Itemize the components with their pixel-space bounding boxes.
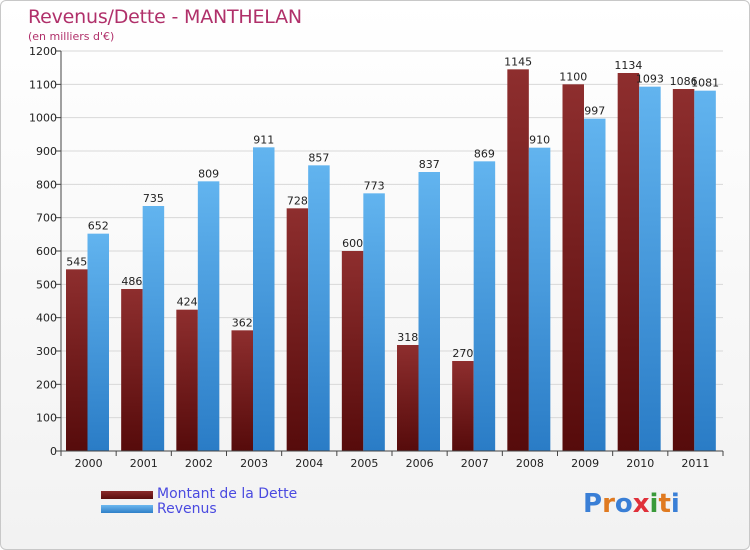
value-label-dette-2010: 1134 [614, 59, 642, 72]
bar-revenus-2010 [639, 86, 661, 452]
value-label-dette-2008: 1145 [504, 55, 532, 68]
proxiti-logo: Proxiti [583, 489, 680, 519]
value-label-dette-2007: 270 [452, 347, 473, 360]
x-tick-label-2009: 2009 [571, 457, 599, 470]
value-label-dette-2009: 1100 [559, 70, 587, 83]
y-tick-label: 600 [36, 245, 57, 258]
y-axis: 0 100 200 300 400 500 600 700 800 900 1000 1100 1200 [29, 45, 62, 458]
value-label-dette-2005: 600 [342, 237, 363, 250]
bar-revenus-2008 [528, 147, 551, 451]
bar-revenus-2000 [87, 233, 109, 451]
value-label-revenus-2005: 773 [364, 179, 385, 192]
value-label-revenus-2011: 1081 [691, 77, 719, 90]
x-tick-label-2003: 2003 [240, 457, 268, 470]
chart-subtitle: (en milliers d'€) [28, 30, 115, 43]
y-tick-label: 100 [36, 412, 57, 425]
x-tick-label-2011: 2011 [681, 457, 709, 470]
bar-dette-2008 [507, 69, 529, 451]
value-label-dette-2011: 1086 [670, 75, 698, 88]
value-label-revenus-2010: 1093 [636, 73, 664, 86]
x-tick-label-2007: 2007 [461, 457, 489, 470]
bar-revenus-2001 [142, 206, 165, 451]
bar-dette-2000 [66, 269, 88, 451]
bar-dette-2009 [562, 84, 584, 451]
value-label-revenus-2002: 809 [198, 167, 219, 180]
bar-dette-2007 [452, 361, 474, 451]
bar-revenus-2002 [197, 181, 220, 452]
x-tick-label-2008: 2008 [516, 457, 544, 470]
value-label-dette-2004: 728 [287, 194, 308, 207]
value-label-revenus-2008: 910 [529, 134, 550, 147]
x-axis: 2000 2001 2002 2003 2004 2005 2006 2007 2008 2009… [60, 450, 724, 470]
bar-dette-2005 [341, 251, 364, 451]
value-label-dette-2002: 424 [177, 296, 198, 309]
x-tick-label-2006: 2006 [406, 457, 434, 470]
y-tick-label: 0 [50, 445, 57, 458]
y-tick-label: 1200 [29, 45, 57, 58]
value-label-dette-2001: 486 [121, 275, 142, 288]
logo-letter: x [632, 489, 650, 519]
bar-revenus-2003 [253, 147, 275, 452]
value-labels: 545 652 486 735 424 809 362 911 728 857 600 773 318 8… [66, 55, 719, 360]
x-tick-label-2010: 2010 [626, 457, 654, 470]
y-tick-label: 500 [36, 278, 57, 291]
y-tick-label: 1000 [29, 112, 57, 125]
value-label-revenus-2004: 857 [308, 151, 329, 164]
y-tick-label: 300 [36, 345, 57, 358]
bar-revenus-2006 [418, 172, 440, 451]
bar-dette-2001 [121, 289, 143, 451]
grid [61, 50, 723, 452]
value-label-revenus-2007: 869 [474, 147, 495, 160]
bar-revenus-2005 [363, 193, 385, 452]
bar-dette-2010 [617, 73, 640, 451]
legend-swatch-revenus [101, 505, 153, 513]
value-label-revenus-2009: 997 [584, 105, 605, 118]
bar-dette-2006 [397, 345, 419, 451]
y-tick-label: 200 [36, 378, 57, 391]
bar-dette-2011 [672, 89, 695, 451]
value-label-revenus-2003: 911 [253, 133, 274, 146]
logo-letter: P [583, 489, 603, 519]
y-tick-label: 400 [36, 312, 57, 325]
bar-revenus-2004 [308, 165, 330, 452]
logo-letter: i [649, 489, 659, 519]
value-label-revenus-2000: 652 [88, 220, 109, 233]
value-label-revenus-2006: 837 [419, 158, 440, 171]
x-tick-label-2004: 2004 [295, 457, 323, 470]
logo-letter: t [658, 489, 671, 519]
value-label-dette-2003: 362 [232, 316, 253, 329]
bar-revenus-2009 [584, 118, 606, 452]
x-tick-label-2005: 2005 [350, 457, 378, 470]
chart-title: Revenus/Dette - MANTHELAN [28, 6, 302, 28]
value-label-dette-2000: 545 [66, 255, 87, 268]
bars [66, 69, 716, 452]
x-tick-label-2000: 2000 [75, 457, 103, 470]
bar-revenus-2007 [473, 161, 496, 452]
x-tick-label-2001: 2001 [130, 457, 158, 470]
legend-label-dette: Montant de la Dette [157, 486, 298, 502]
x-tick-label-2002: 2002 [185, 457, 213, 470]
y-tick-label: 700 [36, 212, 57, 225]
y-tick-label: 1100 [29, 78, 57, 91]
bar-dette-2004 [286, 208, 309, 451]
y-tick-label: 900 [36, 145, 57, 158]
y-tick-label: 800 [36, 178, 57, 191]
bar-dette-2003 [231, 330, 253, 451]
legend-label-revenus: Revenus [157, 501, 217, 517]
logo-letter: o [614, 489, 633, 519]
legend-swatch-dette [101, 491, 153, 499]
logo-letter: i [670, 489, 680, 519]
bar-dette-2002 [176, 309, 198, 451]
value-label-revenus-2001: 735 [143, 192, 164, 205]
logo-letter: r [602, 489, 615, 519]
value-label-dette-2006: 318 [397, 331, 418, 344]
bar-revenus-2011 [694, 90, 716, 452]
